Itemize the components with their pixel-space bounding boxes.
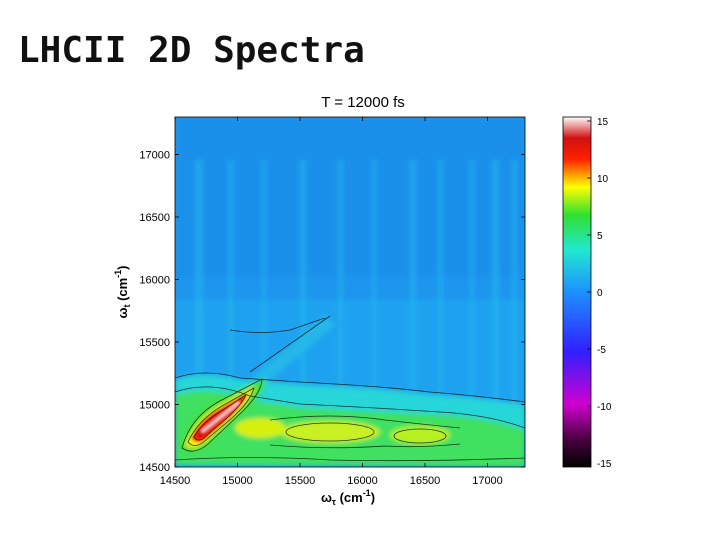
slide-title: LHCII 2D Spectra: [18, 30, 365, 71]
chart-title: T = 12000 fs: [321, 94, 405, 111]
x-tick-label: 14500: [160, 475, 191, 487]
y-tick-label: 15500: [139, 337, 170, 349]
x-axis-label-main: ω: [321, 490, 332, 505]
contour-lines: [175, 315, 525, 462]
y-tick-label: 15000: [139, 400, 170, 412]
x-tick-label: 15500: [285, 475, 316, 487]
x-axis-label-unit: (cm: [336, 490, 363, 505]
y-tick-label: 16000: [139, 275, 170, 287]
y-axis-label-sub: t: [122, 305, 132, 308]
colorbar-tick-label: 0: [597, 288, 603, 299]
y-tick-label: 14500: [139, 462, 170, 474]
x-axis: 14500 15000 15500 16000 16500 17000: [160, 117, 503, 487]
colorbar-tick-label: -15: [597, 459, 612, 470]
plot-frame: [174, 116, 526, 468]
y-axis-label-close: ): [115, 265, 130, 269]
colorbar: 15 10 5 0 -5 -10 -15: [562, 116, 612, 470]
x-axis-label: ωτ (cm-1): [321, 488, 375, 507]
y-axis-label-unit: (cm: [115, 278, 130, 305]
y-axis-label-exp: -1: [113, 270, 123, 278]
y-axis: 14500 15000 15500 16000 16500 17000: [139, 150, 525, 474]
colorbar-tick-label: 15: [597, 117, 609, 128]
colorbar-tick-label: -10: [597, 402, 612, 413]
x-tick-label: 17000: [472, 475, 503, 487]
heatmap-shading: [175, 117, 525, 467]
colorbar-tick-label: 5: [597, 231, 603, 242]
colorbar-tick-label: 10: [597, 174, 609, 185]
y-axis-label: ωt (cm-1): [113, 265, 132, 318]
colorbar-tick-label: -5: [597, 345, 606, 356]
x-axis-label-close: ): [371, 490, 375, 505]
x-tick-label: 16000: [347, 475, 378, 487]
x-tick-label: 16500: [410, 475, 441, 487]
x-axis-label-exp: -1: [363, 488, 371, 498]
y-tick-label: 17000: [139, 150, 170, 162]
colorbar-gradient: [562, 116, 592, 468]
y-tick-label: 16500: [139, 212, 170, 224]
diagonal-peak: [192, 394, 246, 442]
x-axis-label-sub: τ: [332, 497, 336, 507]
colorbar-ticks: 15 10 5 0 -5 -10 -15: [587, 117, 612, 470]
plot-area: [175, 117, 525, 467]
y-axis-label-main: ω: [115, 308, 130, 319]
x-tick-label: 15000: [222, 475, 253, 487]
